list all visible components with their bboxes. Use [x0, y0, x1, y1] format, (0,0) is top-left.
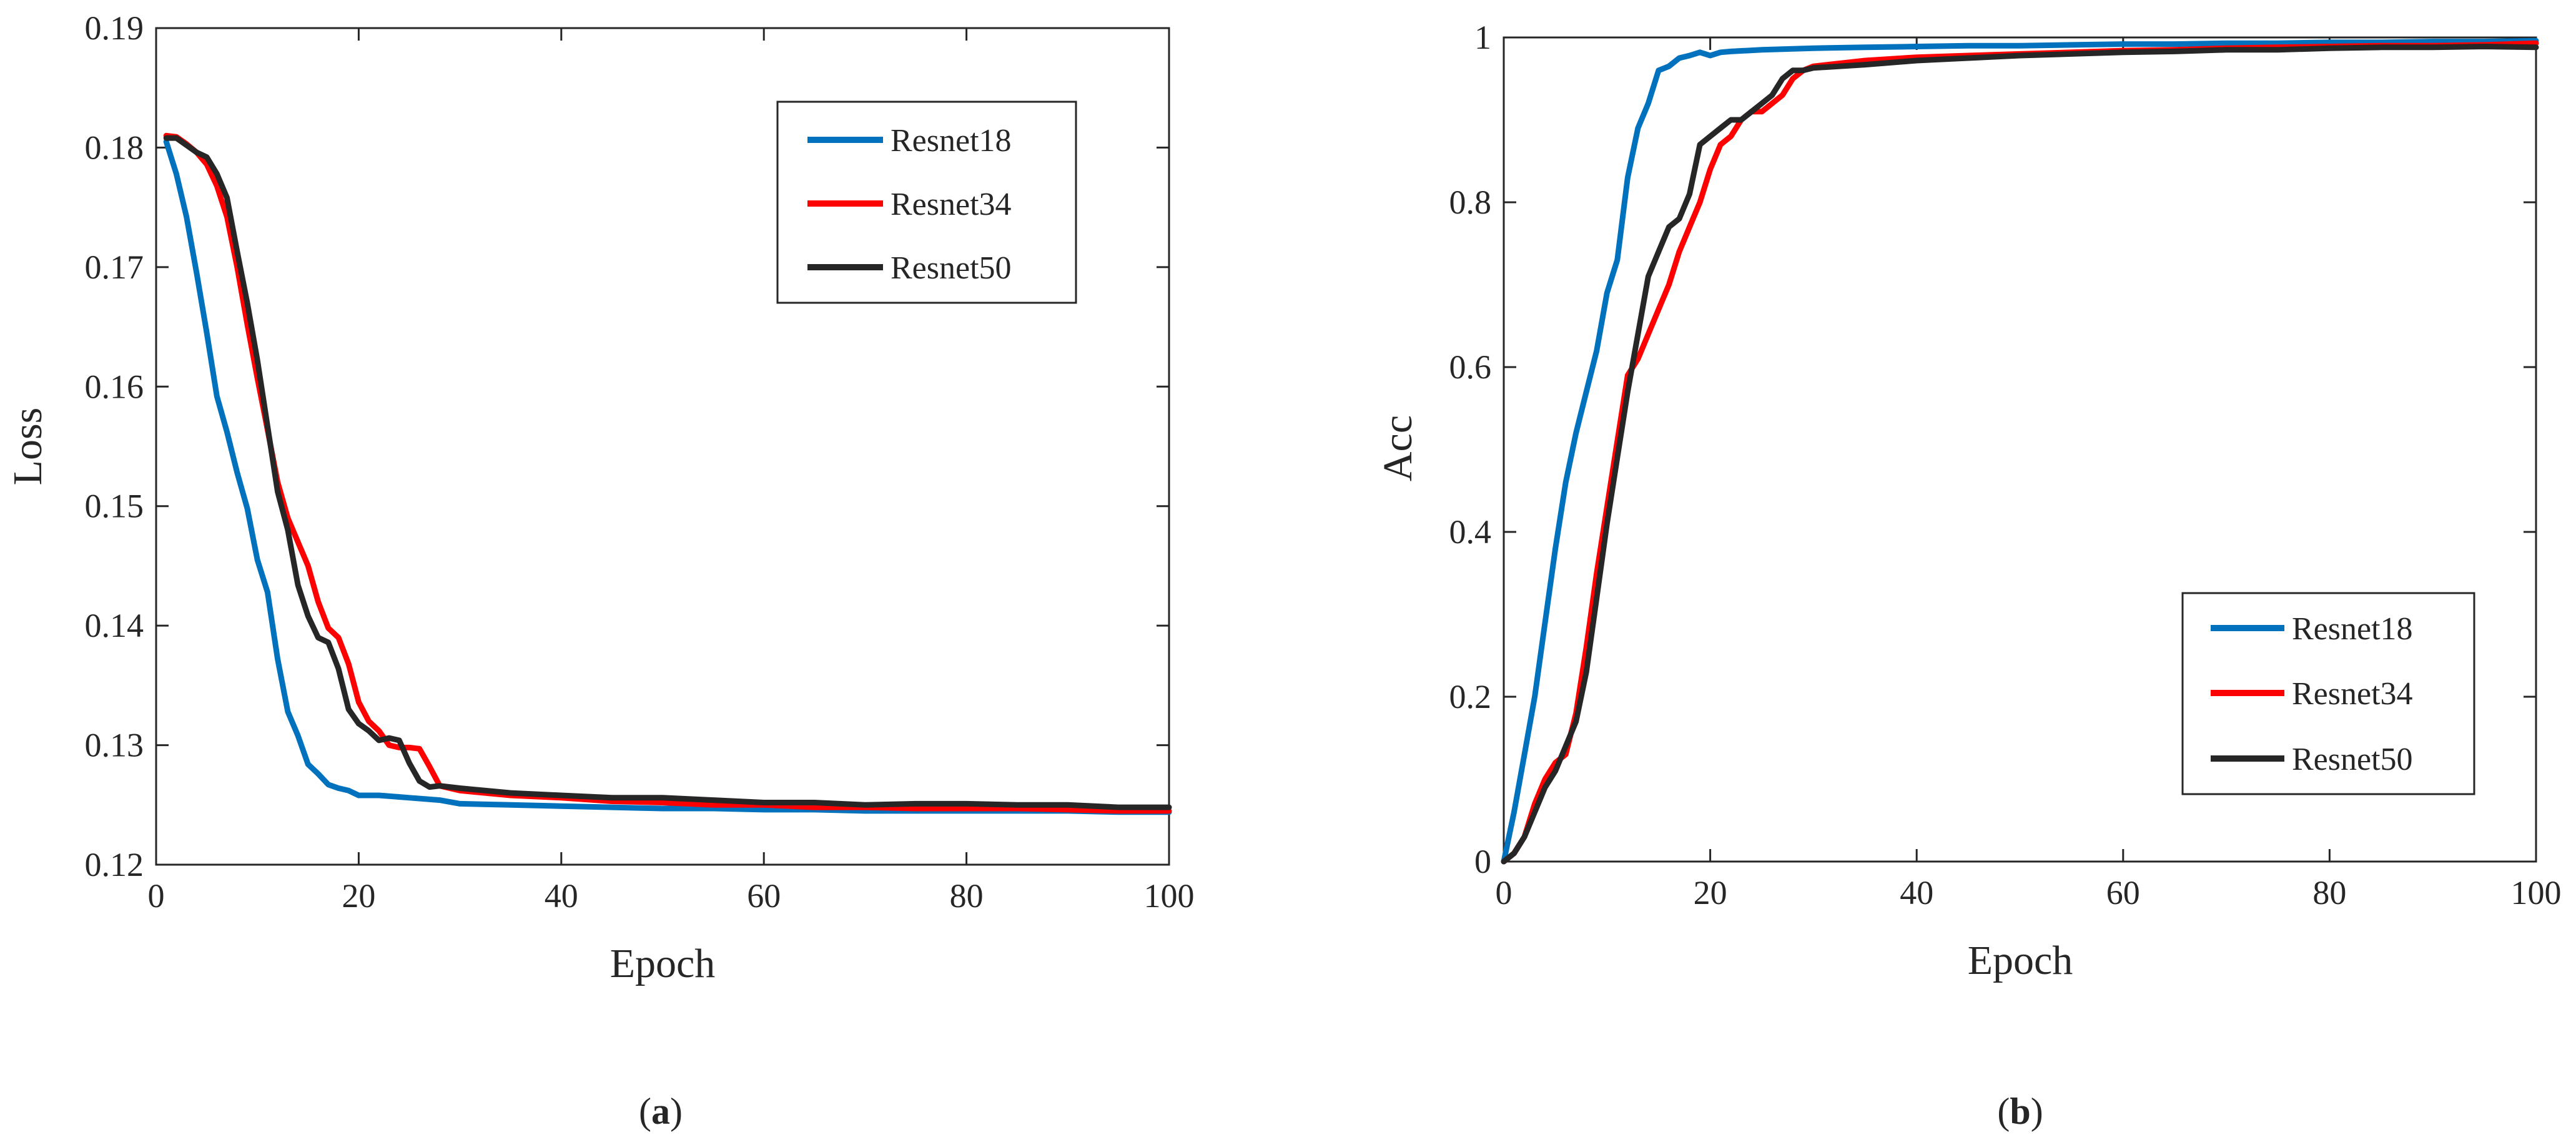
- loss-legend-label-resnet50: Resnet50: [891, 250, 1012, 286]
- acc-legend-label-resnet18: Resnet18: [2292, 611, 2413, 647]
- acc-legend-label-resnet34: Resnet34: [2292, 676, 2413, 712]
- loss-caption-open: (: [639, 1091, 651, 1132]
- acc-x-tick-label: 40: [1900, 874, 1933, 911]
- loss-chart: 0 20 40 60 80 100 0.12 0.13 0.14 0.15 0.16 0.17 0.18…: [5, 9, 1195, 1132]
- acc-y-tick-label: 0.4: [1449, 513, 1492, 551]
- loss-caption-letter: a: [651, 1091, 670, 1132]
- loss-y-tick-label: 0.12: [85, 846, 144, 883]
- loss-axis-ticks: 0 20 40 60 80 100 0.12 0.13 0.14 0.15 0.16 0.17 0.18…: [85, 9, 1195, 915]
- acc-series-line-resnet50: [1501, 44, 2539, 865]
- acc-y-tick-label: 0.6: [1449, 348, 1492, 386]
- loss-x-tick-label: 60: [747, 877, 781, 915]
- acc-legend-entry-resnet50: Resnet50: [2211, 742, 2413, 777]
- loss-y-axis-label: Loss: [5, 408, 51, 486]
- loss-caption-close: ): [670, 1091, 683, 1132]
- acc-caption-letter: b: [2010, 1091, 2030, 1132]
- loss-y-tick-label: 0.19: [85, 9, 144, 47]
- loss-plot-frame: [155, 27, 1170, 866]
- acc-x-tick-label: 80: [2312, 874, 2346, 911]
- acc-axis-ticks: 0 20 40 60 80 100 0 0.2 0.4 0.6 0.8 1: [1449, 19, 2562, 911]
- loss-y-tick-label: 0.17: [85, 248, 144, 286]
- loss-series-line-resnet18: [163, 139, 1172, 815]
- loss-x-tick-label: 40: [545, 877, 578, 915]
- acc-caption-open: (: [1997, 1091, 2010, 1132]
- loss-x-axis-label: Epoch: [610, 941, 716, 986]
- loss-legend-entry-resnet50: Resnet50: [807, 250, 1012, 286]
- acc-x-tick-label: 0: [1496, 874, 1513, 911]
- loss-legend-label-resnet34: Resnet34: [891, 187, 1012, 222]
- loss-y-tick-label: 0.13: [85, 727, 144, 764]
- acc-legend-entry-resnet18: Resnet18: [2211, 611, 2413, 647]
- acc-legend-label-resnet50: Resnet50: [2292, 742, 2413, 777]
- acc-x-tick-label: 20: [1694, 874, 1727, 911]
- loss-y-tick-label: 0.14: [85, 607, 144, 644]
- acc-legend-entry-resnet34: Resnet34: [2211, 676, 2413, 712]
- loss-legend-entry-resnet18: Resnet18: [807, 123, 1012, 159]
- loss-y-tick-label: 0.18: [85, 129, 144, 166]
- loss-series-line-resnet50: [163, 135, 1172, 810]
- loss-x-tick-label: 100: [1144, 877, 1195, 915]
- acc-y-tick-label: 0: [1474, 843, 1491, 880]
- acc-x-tick-label: 100: [2511, 874, 2562, 911]
- acc-series-lines: [1501, 37, 2539, 865]
- acc-series-line-resnet18: [1501, 37, 2539, 865]
- acc-caption-close: ): [2031, 1091, 2043, 1132]
- acc-y-tick-label: 0.8: [1449, 184, 1492, 221]
- acc-y-tick-label: 0.2: [1449, 678, 1492, 715]
- loss-x-tick-label: 80: [950, 877, 984, 915]
- loss-x-tick-label: 0: [148, 877, 165, 915]
- loss-caption: (a): [639, 1091, 683, 1132]
- acc-x-axis-label: Epoch: [1968, 938, 2073, 983]
- acc-legend: Resnet18 Resnet34 Resnet50: [2181, 592, 2475, 795]
- acc-y-tick-label: 1: [1474, 19, 1491, 56]
- acc-x-tick-label: 60: [2106, 874, 2140, 911]
- loss-y-tick-label: 0.15: [85, 488, 144, 525]
- acc-y-axis-label: Acc: [1375, 415, 1421, 481]
- acc-caption: (b): [1997, 1091, 2043, 1132]
- acc-plot-frame: [1503, 36, 2537, 863]
- loss-x-tick-label: 20: [342, 877, 375, 915]
- loss-legend-label-resnet18: Resnet18: [891, 123, 1012, 159]
- loss-legend: Resnet18 Resnet34 Resnet50: [776, 101, 1077, 304]
- loss-y-tick-label: 0.16: [85, 368, 144, 405]
- loss-series-lines: [163, 132, 1172, 815]
- loss-legend-entry-resnet34: Resnet34: [807, 187, 1012, 222]
- acc-chart: 0 20 40 60 80 100 0 0.2 0.4 0.6 0.8 1 Epoch Acc Res…: [1375, 19, 2562, 1132]
